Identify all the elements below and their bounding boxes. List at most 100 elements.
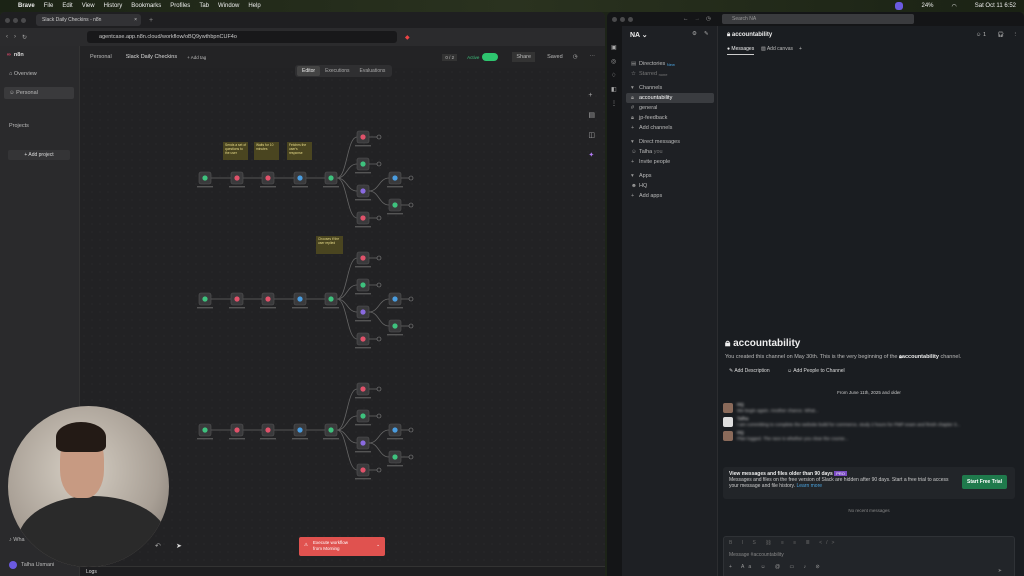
apps-header[interactable]: ▾ Apps (631, 173, 652, 179)
tab-messages[interactable]: ● Messages (727, 46, 755, 55)
kebab-icon[interactable]: ⋮ (1012, 32, 1019, 38)
sidebar-item-personal[interactable]: ☺ Personal (4, 87, 74, 99)
menu-profiles[interactable]: Profiles (170, 3, 191, 9)
back-icon[interactable]: ← (683, 16, 689, 22)
close-tab-icon[interactable]: × (134, 17, 137, 23)
channel-accountability[interactable]: 🔒︎ accountability (626, 93, 714, 103)
dm-talha[interactable]: ☺ Talha you (631, 149, 663, 155)
pointer-icon[interactable]: ➤ (176, 543, 182, 550)
add-description-button[interactable]: ✎ Add Description (729, 368, 770, 374)
add-connection-handle[interactable] (408, 202, 414, 208)
dms-icon[interactable]: ◎ (611, 59, 617, 65)
settings-icon[interactable]: ⚙ (692, 31, 697, 37)
reload-icon[interactable]: ↻ (22, 34, 28, 41)
workflow-title[interactable]: Slack Daily Checkins (125, 54, 178, 60)
address-bar[interactable]: agentcase.app.n8n.cloud/workflow/oBQ9ywt… (87, 31, 398, 43)
dm-header[interactable]: ▾ Direct messages (631, 139, 680, 145)
compose-icon[interactable]: ✎ (704, 31, 709, 37)
ai-icon[interactable]: ✦ (588, 152, 595, 159)
add-connection-handle[interactable] (376, 386, 382, 392)
add-connection-handle[interactable] (376, 413, 382, 419)
add-connection-handle[interactable] (376, 161, 382, 167)
files-icon[interactable]: ◧ (611, 87, 617, 93)
add-channels[interactable]: + Add channels (631, 125, 673, 131)
forward-icon[interactable]: › (14, 34, 16, 40)
screen-record-icon[interactable] (895, 2, 904, 10)
message[interactable]: HQ Plan logged. The race is whether you … (723, 430, 1015, 443)
battery-text[interactable]: 24% (921, 3, 934, 9)
workspace-name[interactable]: NA ⌄ (630, 32, 648, 39)
add-tag-button[interactable]: + Add tag (187, 54, 207, 60)
window-controls[interactable] (612, 16, 633, 22)
channels-header[interactable]: ▾ Channels (631, 85, 663, 91)
huddle-icon[interactable]: 🎧︎ (997, 32, 1004, 38)
menu-help[interactable]: Help (248, 3, 261, 9)
message[interactable]: HQ We begin again. Another chance. What.… (723, 402, 1015, 415)
menu-view[interactable]: View (81, 3, 95, 9)
learn-more-link[interactable]: Learn more (796, 483, 823, 489)
history-icon[interactable]: ◷ (706, 16, 711, 22)
member-count[interactable]: ☺ 1 (975, 32, 986, 38)
app-hq[interactable]: ☻ HQ (631, 183, 648, 189)
add-connection-handle[interactable] (376, 134, 382, 140)
browser-tab[interactable]: Slack Daily Checkins - n8n × (36, 14, 141, 26)
menu-app[interactable]: Brave (18, 3, 35, 9)
sidebar-item-starred[interactable]: ☆ Starred none (631, 71, 668, 77)
add-node-icon[interactable]: + (588, 92, 593, 99)
sticky-note[interactable] (223, 142, 248, 160)
window-controls[interactable] (5, 17, 26, 23)
active-toggle[interactable] (482, 53, 499, 61)
panel-icon[interactable]: ◫ (588, 132, 595, 139)
sidebar-item-directories[interactable]: ▤ Directories New (631, 61, 675, 67)
add-connection-handle[interactable] (376, 467, 382, 473)
sidebar-item-overview[interactable]: ⌂ Overview (9, 71, 37, 77)
add-connection-handle[interactable] (376, 255, 382, 261)
chevron-down-icon[interactable]: ⌄ (376, 542, 380, 547)
more-icon[interactable]: ⋯ (589, 54, 596, 60)
add-connection-handle[interactable] (408, 323, 414, 329)
workflow-graph[interactable]: Sends a set of questions to the user Wait… (80, 68, 605, 568)
new-tab-icon[interactable]: + (149, 16, 154, 24)
menu-bookmarks[interactable]: Bookmarks (131, 3, 162, 9)
search-input[interactable]: Search NA (722, 14, 914, 24)
channel-jp-feedback[interactable]: 🔒︎ jp-feedback (631, 114, 668, 122)
channel-title[interactable]: 🔒︎ accountability (727, 32, 773, 38)
tab-executions[interactable]: Executions (325, 68, 350, 74)
sticky-note[interactable] (254, 142, 279, 160)
more-icon[interactable]: ⋮ (611, 101, 617, 107)
home-icon[interactable]: ▣ (611, 45, 617, 51)
add-connection-handle[interactable] (376, 282, 382, 288)
sticky-note[interactable] (287, 142, 312, 160)
back-icon[interactable]: ‹ (6, 34, 8, 40)
formatting-toolbar[interactable]: B I S ⛓ ≡ ≡ ≣ </> (729, 540, 839, 546)
add-tab-icon[interactable]: + (799, 46, 802, 52)
message-input[interactable]: Message #accountability (729, 552, 784, 558)
breadcrumb[interactable]: Personal (90, 54, 112, 60)
composer-actions[interactable]: + Aa ☺ @ ▭ ♪ ⊘ (729, 564, 824, 570)
activity-icon[interactable]: ♢ (611, 73, 617, 79)
forward-icon[interactable]: → (694, 16, 701, 22)
menu-window[interactable]: Window (218, 3, 240, 9)
menu-edit[interactable]: Edit (62, 3, 73, 9)
wifi-icon[interactable]: ◠ (951, 3, 957, 10)
send-icon[interactable]: ➤ (997, 568, 1002, 574)
tab-editor[interactable]: Editor (297, 66, 321, 76)
tab-add-canvas[interactable]: ▨ Add canvas (761, 46, 793, 52)
clock[interactable]: Sat Oct 11 6:52 (974, 3, 1016, 9)
add-connection-handle[interactable] (376, 215, 382, 221)
invite-people[interactable]: + Invite people (631, 159, 671, 165)
add-connection-handle[interactable] (408, 454, 414, 460)
add-connection-handle[interactable] (376, 336, 382, 342)
brave-shield-icon[interactable]: ◆ (405, 34, 410, 41)
share-button[interactable]: Share (512, 52, 536, 62)
menu-file[interactable]: File (43, 3, 54, 9)
add-project-button[interactable]: + Add project (8, 150, 70, 160)
message[interactable]: Talha I am committing to complete the we… (723, 416, 1015, 429)
menu-tab[interactable]: Tab (199, 3, 209, 9)
add-connection-handle[interactable] (408, 296, 414, 302)
start-free-trial-button[interactable]: Start Free Trial (961, 475, 1007, 489)
add-connection-handle[interactable] (408, 427, 414, 433)
history-icon[interactable]: ◷ (572, 54, 578, 60)
channel-general[interactable]: # general (631, 105, 658, 111)
notes-icon[interactable]: ▤ (588, 112, 595, 119)
